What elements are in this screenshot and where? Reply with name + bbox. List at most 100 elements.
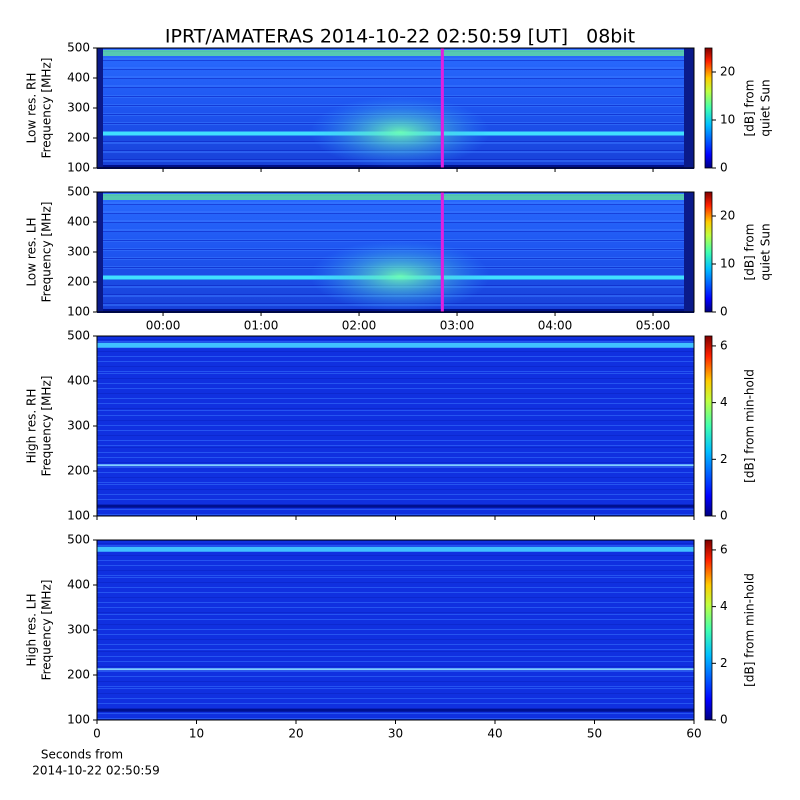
x-tick-label: 0 bbox=[93, 727, 101, 741]
spectrogram-stripe bbox=[97, 624, 694, 625]
spectrogram-edge bbox=[97, 192, 103, 312]
y-tick-label: 400 bbox=[67, 578, 90, 592]
spectrogram-band bbox=[97, 668, 694, 671]
colorbar-tick-label: 0 bbox=[720, 161, 728, 175]
spectrogram-stripe bbox=[97, 67, 694, 68]
spectrogram-stripe bbox=[97, 230, 694, 231]
spectrogram-stripe bbox=[97, 592, 694, 593]
spectrogram-stripe bbox=[97, 373, 694, 374]
spectrogram-stripe bbox=[97, 555, 694, 556]
spectrogram-stripe bbox=[97, 211, 694, 212]
colorbar-tick-label: 0 bbox=[720, 509, 728, 523]
spectrogram-stripe bbox=[97, 60, 694, 61]
y-axis-label: Frequency [MHz] bbox=[40, 580, 54, 681]
spectrogram-stripe bbox=[97, 661, 694, 662]
spectrogram-stripe bbox=[97, 383, 694, 384]
x-tick-label: 50 bbox=[587, 727, 602, 741]
spectrogram-stripe bbox=[97, 341, 694, 342]
y-tick-label: 500 bbox=[67, 185, 90, 199]
spectrogram-stripe bbox=[97, 708, 694, 709]
spectrogram-stripe bbox=[97, 388, 694, 389]
x-tick-label: 10 bbox=[189, 727, 204, 741]
colorbar-tick-label: 4 bbox=[720, 395, 728, 409]
spectrogram-stripe bbox=[97, 213, 694, 214]
spectrogram-stripe bbox=[97, 676, 694, 677]
spectrogram-stripe bbox=[97, 220, 694, 221]
spectrogram-stripe bbox=[97, 435, 694, 436]
y-axis-label: Frequency [MHz] bbox=[40, 376, 54, 477]
x-axis-label: Seconds from bbox=[41, 748, 123, 762]
spectrogram-stripe bbox=[97, 575, 694, 576]
colorbar-label: [dB] from min-hold bbox=[743, 573, 757, 687]
y-axis-label: Frequency [MHz] bbox=[40, 58, 54, 159]
spectrogram-stripe bbox=[97, 415, 694, 416]
spectrogram-stripe bbox=[97, 587, 694, 588]
spectrogram-stripe bbox=[97, 222, 694, 223]
spectrogram-stripe bbox=[97, 239, 694, 240]
colorbar-tick-label: 6 bbox=[720, 338, 728, 352]
y-tick-label: 300 bbox=[67, 101, 90, 115]
colorbar-tick-label: 10 bbox=[720, 257, 735, 271]
spectrogram-stripe bbox=[97, 447, 694, 448]
spectrogram-stripe bbox=[97, 462, 694, 463]
y-tick-label: 400 bbox=[67, 71, 90, 85]
y-tick-label: 100 bbox=[67, 713, 90, 727]
spectrogram-stripe bbox=[97, 59, 694, 60]
spectrogram-stripe bbox=[97, 85, 694, 86]
spectrogram-stripe bbox=[97, 229, 694, 230]
spectrogram-stripe bbox=[97, 76, 694, 77]
spectrogram-band bbox=[97, 194, 694, 200]
colorbar-label: [dB] from bbox=[743, 224, 757, 281]
spectrogram-stripe bbox=[97, 484, 694, 485]
colorbar-tick-label: 20 bbox=[720, 65, 735, 79]
x-axis-label: 2014-10-22 02:50:59 bbox=[32, 764, 159, 778]
spectrogram-stripe bbox=[97, 87, 694, 88]
spectrogram-stripe bbox=[97, 703, 694, 704]
figure-title: IPRT/AMATERAS 2014-10-22 02:50:59 [UT] 0… bbox=[165, 26, 635, 48]
colorbar-label: quiet Sun bbox=[759, 79, 773, 136]
spectrogram-stripe bbox=[97, 68, 694, 69]
colorbar bbox=[704, 335, 713, 517]
y-tick-label: 300 bbox=[67, 245, 90, 259]
spectrogram-stripe bbox=[97, 378, 694, 379]
spectrogram-stripe bbox=[97, 420, 694, 421]
colorbar bbox=[704, 191, 713, 313]
spectrogram-stripe bbox=[97, 602, 694, 603]
spectrogram-edge bbox=[684, 48, 694, 168]
y-tick-label: 300 bbox=[67, 419, 90, 433]
x-tick-label: 00:00 bbox=[146, 319, 181, 333]
y-axis-label: High res. RH bbox=[25, 389, 39, 464]
x-tick-label: 03:00 bbox=[440, 319, 475, 333]
spectrogram-stripe bbox=[97, 398, 694, 399]
spectrogram-stripe bbox=[97, 393, 694, 394]
colorbar-tick-label: 20 bbox=[720, 209, 735, 223]
spectrogram-stripe bbox=[97, 356, 694, 357]
spectrogram-stripe bbox=[97, 560, 694, 561]
spectrogram-stripe bbox=[97, 718, 694, 719]
y-tick-label: 200 bbox=[67, 131, 90, 145]
colorbar-label: quiet Sun bbox=[759, 223, 773, 280]
spectrogram-burst bbox=[310, 96, 490, 168]
spectrogram-stripe bbox=[97, 77, 694, 78]
colorbar-tick-label: 2 bbox=[720, 656, 728, 670]
spectrogram-stripe bbox=[97, 477, 694, 478]
y-tick-label: 500 bbox=[67, 41, 90, 55]
spectrogram-stripe bbox=[97, 629, 694, 630]
spectrogram-stripe bbox=[97, 607, 694, 608]
spectrogram-burst bbox=[310, 240, 490, 312]
spectrogram-stripe bbox=[97, 597, 694, 598]
spectrogram-stripe bbox=[97, 681, 694, 682]
colorbar-tick-label: 4 bbox=[720, 599, 728, 613]
x-tick-label: 02:00 bbox=[342, 319, 377, 333]
spectrogram-edge bbox=[97, 48, 103, 168]
y-tick-label: 200 bbox=[67, 668, 90, 682]
y-tick-label: 400 bbox=[67, 215, 90, 229]
spectrogram-stripe bbox=[97, 545, 694, 546]
spectrogram-stripe bbox=[97, 452, 694, 453]
spectrogram-stripe bbox=[97, 366, 694, 367]
spectrogram-stripe bbox=[97, 203, 694, 204]
colorbar-tick-label: 0 bbox=[720, 305, 728, 319]
spectrogram-stripe bbox=[97, 212, 694, 213]
x-tick-label: 60 bbox=[686, 727, 701, 741]
